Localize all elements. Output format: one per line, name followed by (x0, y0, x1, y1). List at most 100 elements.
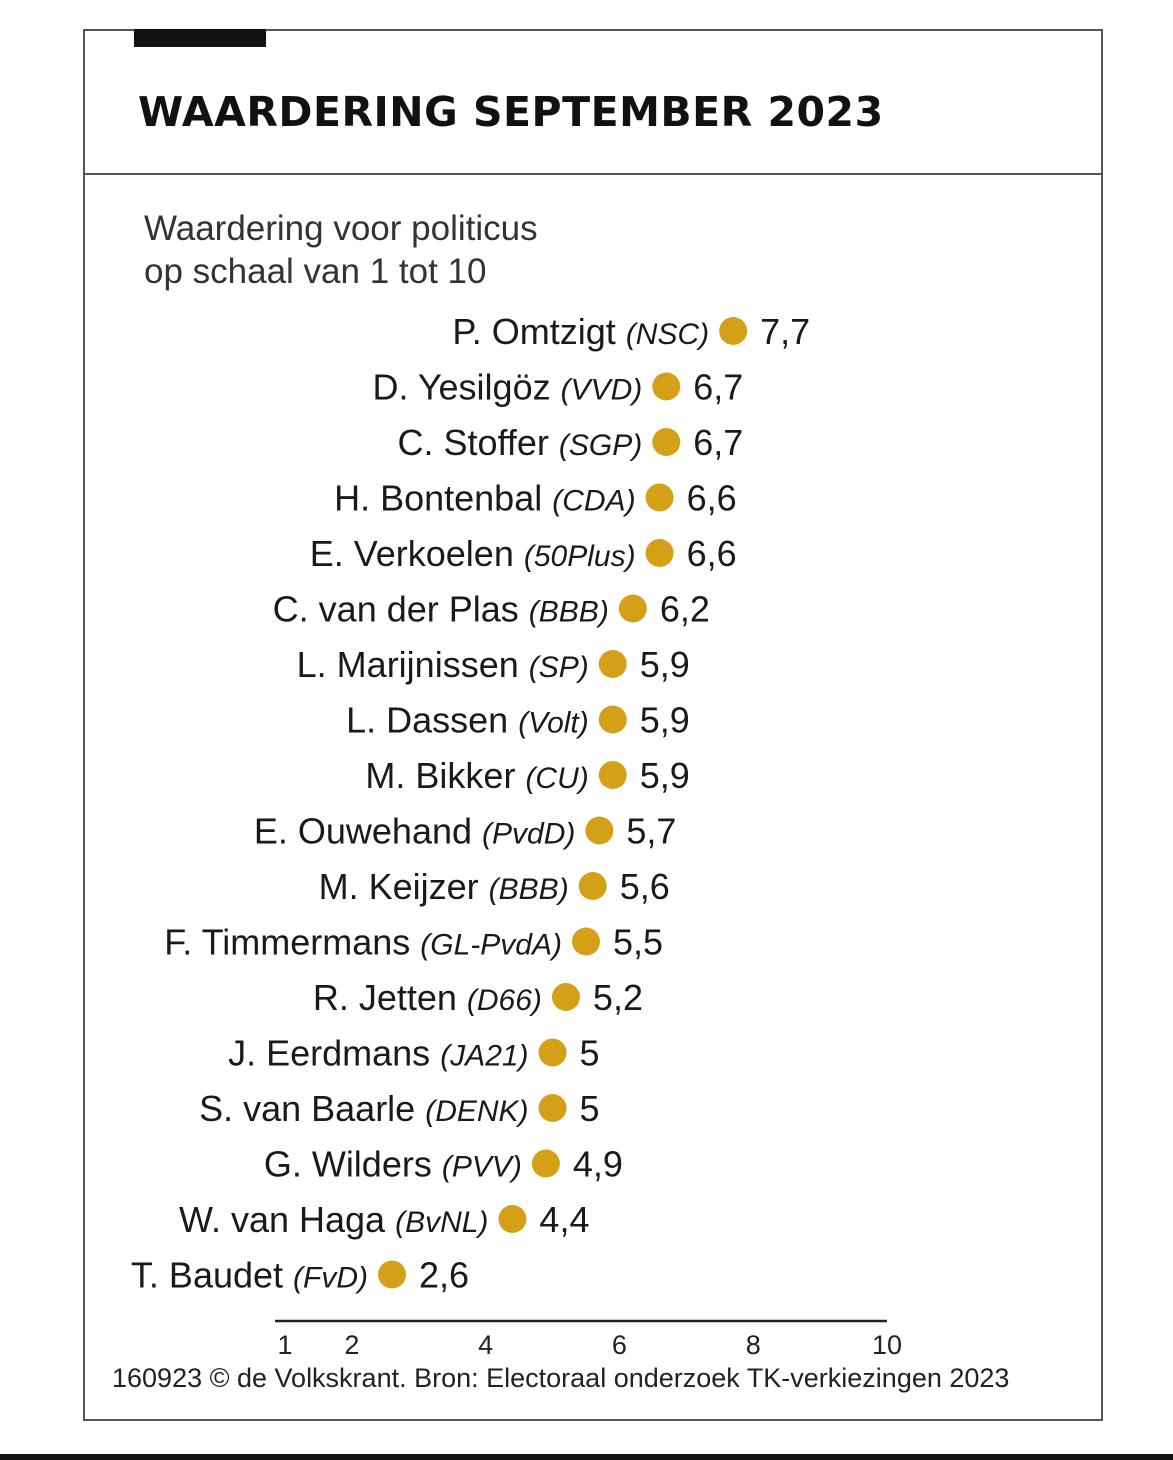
header-divider (83, 173, 1103, 175)
row-label: J. Eerdmans (JA21) (228, 1033, 528, 1074)
data-point (598, 761, 627, 789)
row-label: M. Keijzer (BBB) (319, 866, 569, 907)
row-label: S. van Baarle (DENK) (199, 1088, 528, 1129)
value-label: 5,9 (640, 644, 690, 685)
row-label: G. Wilders (PVV) (264, 1144, 522, 1185)
x-tick-label: 2 (344, 1330, 359, 1360)
party-name: (NSC) (626, 318, 709, 351)
party-name: (BvNL) (395, 1206, 488, 1239)
politician-name: C. Stoffer (398, 422, 559, 463)
x-tick-label: 8 (746, 1330, 761, 1360)
row-label: L. Marijnissen (SP) (297, 644, 589, 685)
value-label: 6,6 (687, 533, 737, 574)
subtitle-line-2: op schaal van 1 tot 10 (144, 252, 487, 291)
x-tick-label: 4 (478, 1330, 493, 1360)
x-tick-label: 1 (277, 1330, 292, 1360)
party-name: (BBB) (489, 873, 569, 906)
value-label: 4,4 (539, 1199, 589, 1240)
politician-name: G. Wilders (264, 1144, 442, 1185)
data-point (652, 372, 681, 401)
data-point (645, 483, 674, 512)
data-point (598, 705, 627, 734)
party-name: (PVV) (442, 1151, 522, 1184)
party-name: (DENK) (425, 1095, 528, 1128)
politician-name: D. Yesilgöz (372, 367, 560, 408)
party-name: (50Plus) (524, 540, 636, 573)
row-label: E. Ouwehand (PvdD) (254, 811, 576, 852)
row-label: P. Omtzigt (NSC) (452, 311, 709, 352)
party-name: (D66) (467, 984, 542, 1017)
row-label: E. Verkoelen (50Plus) (310, 533, 636, 574)
party-name: (SGP) (559, 429, 642, 462)
data-point (378, 1260, 407, 1289)
value-label: 5,9 (640, 700, 690, 741)
value-label: 6,7 (693, 367, 743, 408)
value-label: 6,2 (660, 589, 710, 630)
row-label: W. van Haga (BvNL) (179, 1199, 488, 1240)
politician-name: E. Verkoelen (310, 533, 524, 574)
party-name: (VVD) (561, 374, 643, 407)
value-label: 5 (580, 1088, 600, 1129)
politician-name: P. Omtzigt (452, 311, 625, 352)
data-point (538, 1094, 567, 1122)
row-label: C. van der Plas (BBB) (273, 589, 609, 630)
politician-name: M. Keijzer (319, 866, 489, 907)
x-tick-label: 6 (612, 1330, 627, 1360)
row-label: M. Bikker (CU) (365, 755, 588, 796)
party-name: (Volt) (518, 707, 589, 740)
party-name: (FvD) (293, 1262, 368, 1295)
data-point (719, 317, 748, 345)
value-label: 2,6 (419, 1255, 469, 1296)
chart-title: WAARDERING SEPTEMBER 2023 (138, 88, 884, 136)
party-name: (GL-PvdA) (420, 929, 562, 962)
chart-card (83, 29, 1103, 1421)
chart-subtitle: Waardering voor politicus op schaal van … (144, 207, 538, 293)
politician-name: H. Bontenbal (334, 478, 552, 519)
data-point (531, 1149, 560, 1178)
politician-name: T. Baudet (131, 1255, 293, 1296)
politician-name: C. van der Plas (273, 589, 529, 630)
politician-name: L. Marijnissen (297, 644, 529, 685)
data-point (645, 539, 674, 567)
data-point (538, 1038, 567, 1067)
value-label: 4,9 (573, 1144, 623, 1185)
value-label: 5,5 (613, 922, 663, 963)
politician-name: L. Dassen (346, 700, 518, 741)
row-label: R. Jetten (D66) (313, 977, 542, 1018)
politician-name: W. van Haga (179, 1199, 395, 1240)
data-point (585, 816, 614, 845)
value-label: 5,6 (620, 866, 670, 907)
x-tick-label: 10 (872, 1330, 902, 1360)
party-name: (BBB) (529, 596, 609, 629)
data-point (598, 650, 627, 678)
row-label: F. Timmermans (GL-PvdA) (164, 922, 562, 963)
value-label: 7,7 (760, 311, 810, 352)
value-label: 5,7 (626, 811, 676, 852)
value-label: 6,7 (693, 422, 743, 463)
politician-name: M. Bikker (365, 755, 525, 796)
subtitle-line-1: Waardering voor politicus (144, 209, 538, 248)
value-label: 5,2 (593, 977, 643, 1018)
row-label: H. Bontenbal (CDA) (334, 478, 635, 519)
politician-name: R. Jetten (313, 977, 467, 1018)
data-point (578, 872, 607, 900)
data-point (498, 1205, 527, 1233)
row-label: C. Stoffer (SGP) (398, 422, 643, 463)
source-footer: 160923 © de Volkskrant. Bron: Electoraal… (112, 1363, 1010, 1393)
row-label: T. Baudet (FvD) (131, 1255, 368, 1296)
bottom-divider (0, 1454, 1173, 1460)
row-label: D. Yesilgöz (VVD) (372, 367, 642, 408)
politician-name: J. Eerdmans (228, 1033, 440, 1074)
row-label: L. Dassen (Volt) (346, 700, 589, 741)
politician-name: E. Ouwehand (254, 811, 482, 852)
data-point (652, 428, 681, 456)
value-label: 6,6 (687, 478, 737, 519)
value-label: 5,9 (640, 755, 690, 796)
header-accent-bar (134, 29, 266, 47)
party-name: (JA21) (440, 1040, 528, 1073)
data-point (551, 983, 580, 1011)
party-name: (SP) (529, 651, 589, 684)
value-label: 5 (580, 1033, 600, 1074)
party-name: (CU) (525, 762, 588, 795)
